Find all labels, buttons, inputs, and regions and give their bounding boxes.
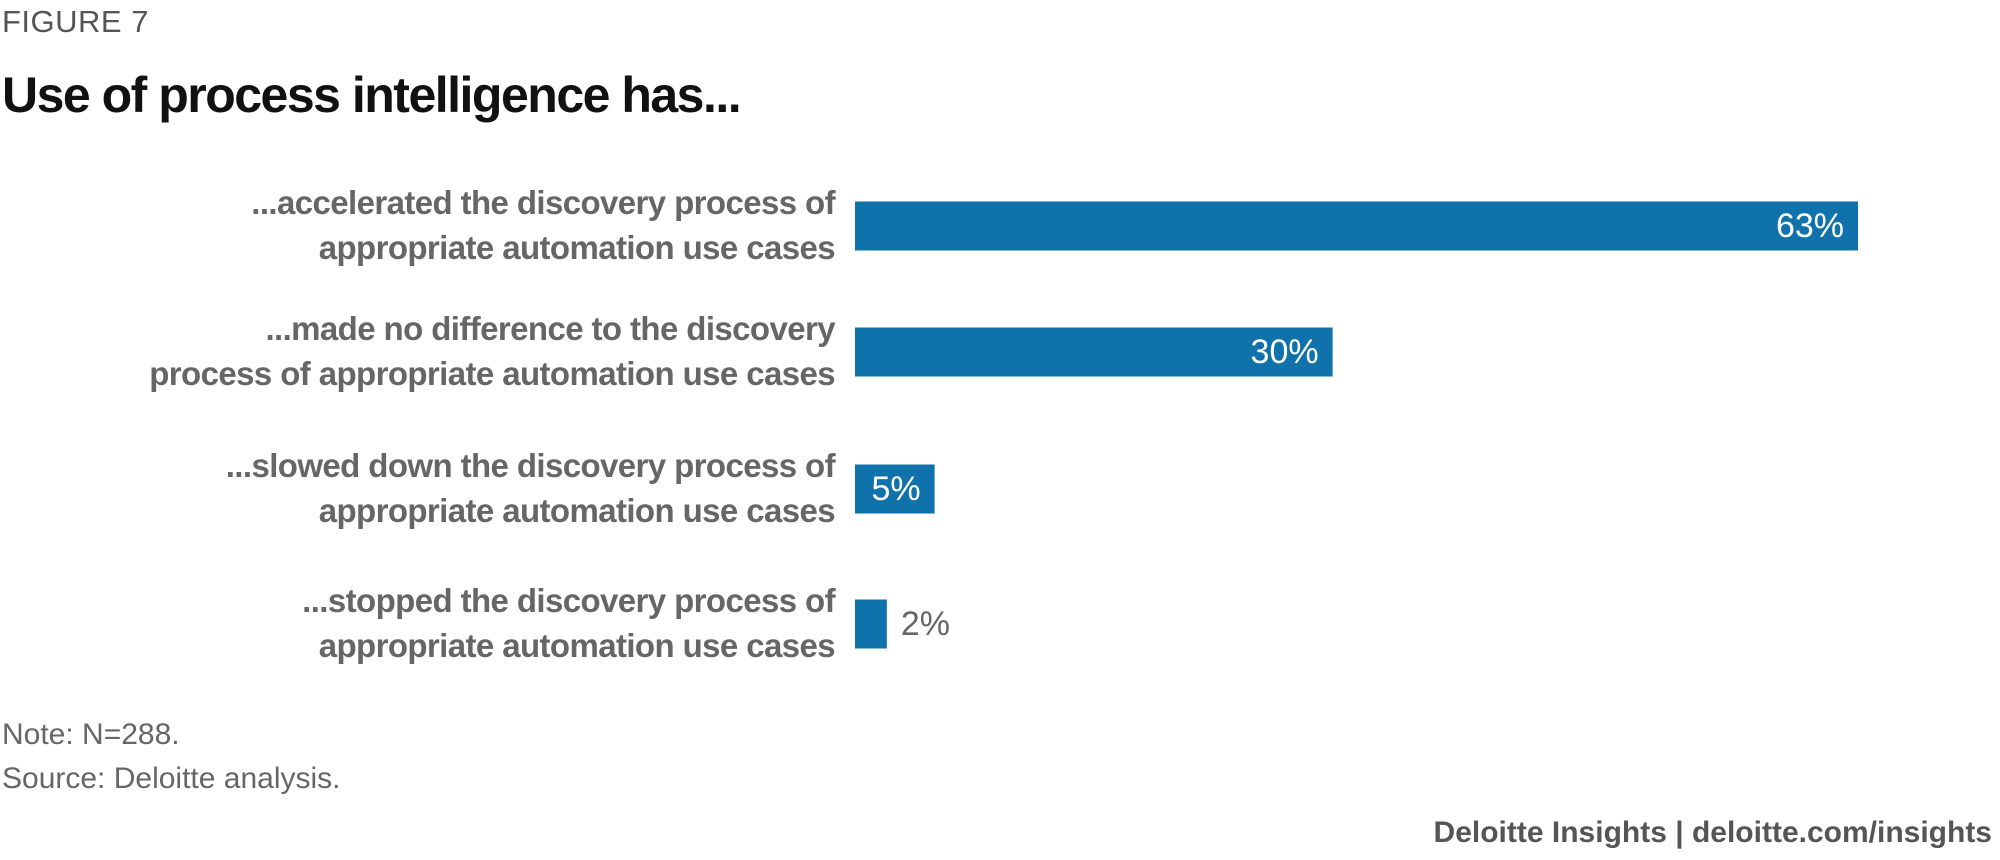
value-label: 2%: [901, 605, 950, 643]
source: Source: Deloitte analysis.: [2, 762, 341, 795]
bar: [855, 599, 887, 649]
footer: Deloitte Insights | deloitte.com/insight…: [1433, 816, 1992, 849]
bar: [855, 201, 1858, 251]
chart-title: Use of process intelligence has...: [2, 67, 742, 123]
figure-label: FIGURE 7: [2, 4, 149, 39]
category-label: ...made no difference to the discovery p…: [149, 310, 835, 392]
value-label: 5%: [871, 470, 920, 508]
bar: [855, 464, 935, 514]
bar: [855, 327, 1333, 377]
category-label: ...slowed down the discovery process of …: [225, 447, 836, 529]
category-label: ...accelerated the discovery process of …: [251, 184, 835, 266]
value-label: 63%: [1776, 207, 1844, 245]
note: Note: N=288.: [2, 718, 180, 751]
value-label: 30%: [1251, 333, 1319, 371]
category-label: ...stopped the discovery process of appr…: [302, 582, 835, 664]
